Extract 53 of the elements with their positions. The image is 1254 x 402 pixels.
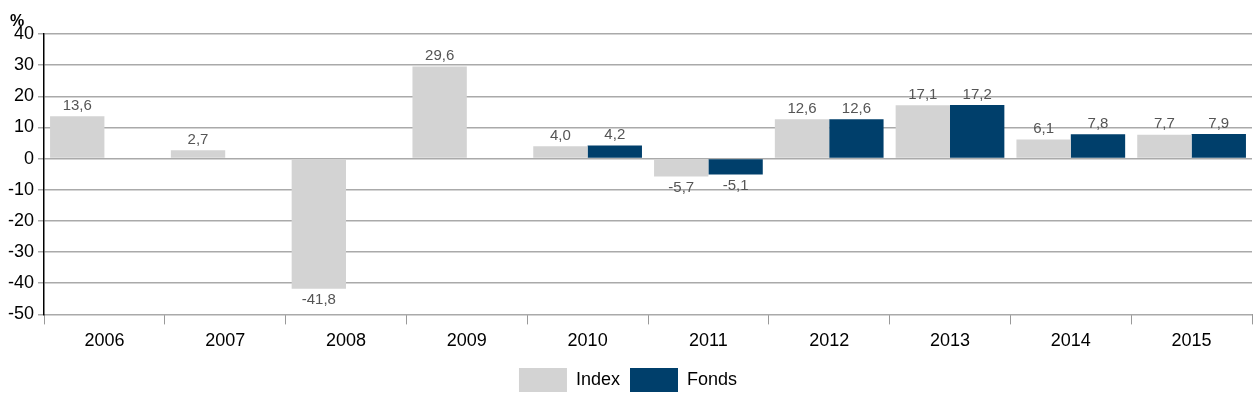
- y-tick-label: -10: [8, 178, 35, 199]
- y-tick-label: -50: [8, 303, 35, 324]
- bar: [412, 66, 467, 158]
- bar: [950, 105, 1005, 158]
- bar: [1137, 134, 1192, 158]
- legend-label: Fonds: [687, 368, 738, 389]
- data-label: -5,1: [722, 176, 749, 194]
- y-tick-label: 20: [13, 85, 35, 106]
- bar: [1070, 134, 1126, 158]
- y-tick-label: 30: [13, 54, 35, 75]
- x-tick-label: 2006: [84, 330, 125, 351]
- x-tick-label: 2012: [809, 330, 850, 351]
- bar: [774, 119, 830, 158]
- bar: [654, 159, 709, 177]
- bar: [291, 159, 347, 289]
- data-label: 2,7: [187, 129, 209, 147]
- bar: [708, 159, 763, 175]
- data-label: 12,6: [841, 99, 871, 117]
- legend-label: Index: [575, 368, 621, 389]
- data-label: 17,1: [908, 84, 938, 102]
- bar: [1191, 134, 1246, 158]
- data-label: 7,7: [1153, 114, 1175, 132]
- bar: [170, 150, 226, 158]
- y-tick-label: 10: [13, 116, 35, 137]
- data-label: -5,7: [668, 178, 695, 196]
- bar: [1016, 139, 1071, 158]
- y-tick-label: -30: [8, 241, 35, 262]
- data-label: 17,2: [962, 84, 992, 102]
- data-label: 6,1: [1033, 119, 1055, 137]
- x-tick-label: 2011: [689, 330, 728, 351]
- data-label: 7,9: [1208, 113, 1230, 131]
- y-tick-label: -20: [8, 209, 35, 230]
- data-label: 13,6: [62, 95, 92, 113]
- data-label: 4,0: [550, 125, 571, 143]
- bar: [533, 146, 588, 158]
- data-label: 7,8: [1087, 113, 1109, 131]
- x-tick-label: 2014: [1050, 330, 1091, 351]
- x-tick-label: 2009: [446, 330, 487, 351]
- x-tick-label: 2007: [205, 330, 246, 351]
- data-label: 4,2: [604, 125, 626, 143]
- x-tick-label: 2015: [1171, 330, 1212, 351]
- bar: [50, 116, 105, 158]
- data-label: 12,6: [787, 99, 817, 117]
- data-label: -41,8: [301, 290, 336, 308]
- data-label: 29,6: [425, 46, 455, 64]
- x-tick-label: 2008: [325, 330, 367, 351]
- x-tick-label: 2010: [567, 330, 608, 351]
- x-tick-label: 2013: [929, 330, 971, 351]
- bar: [829, 119, 884, 158]
- bar: [895, 105, 950, 158]
- y-tick-label: -40: [8, 272, 35, 293]
- bar: [587, 145, 642, 158]
- y-tick-label: 0: [24, 147, 35, 168]
